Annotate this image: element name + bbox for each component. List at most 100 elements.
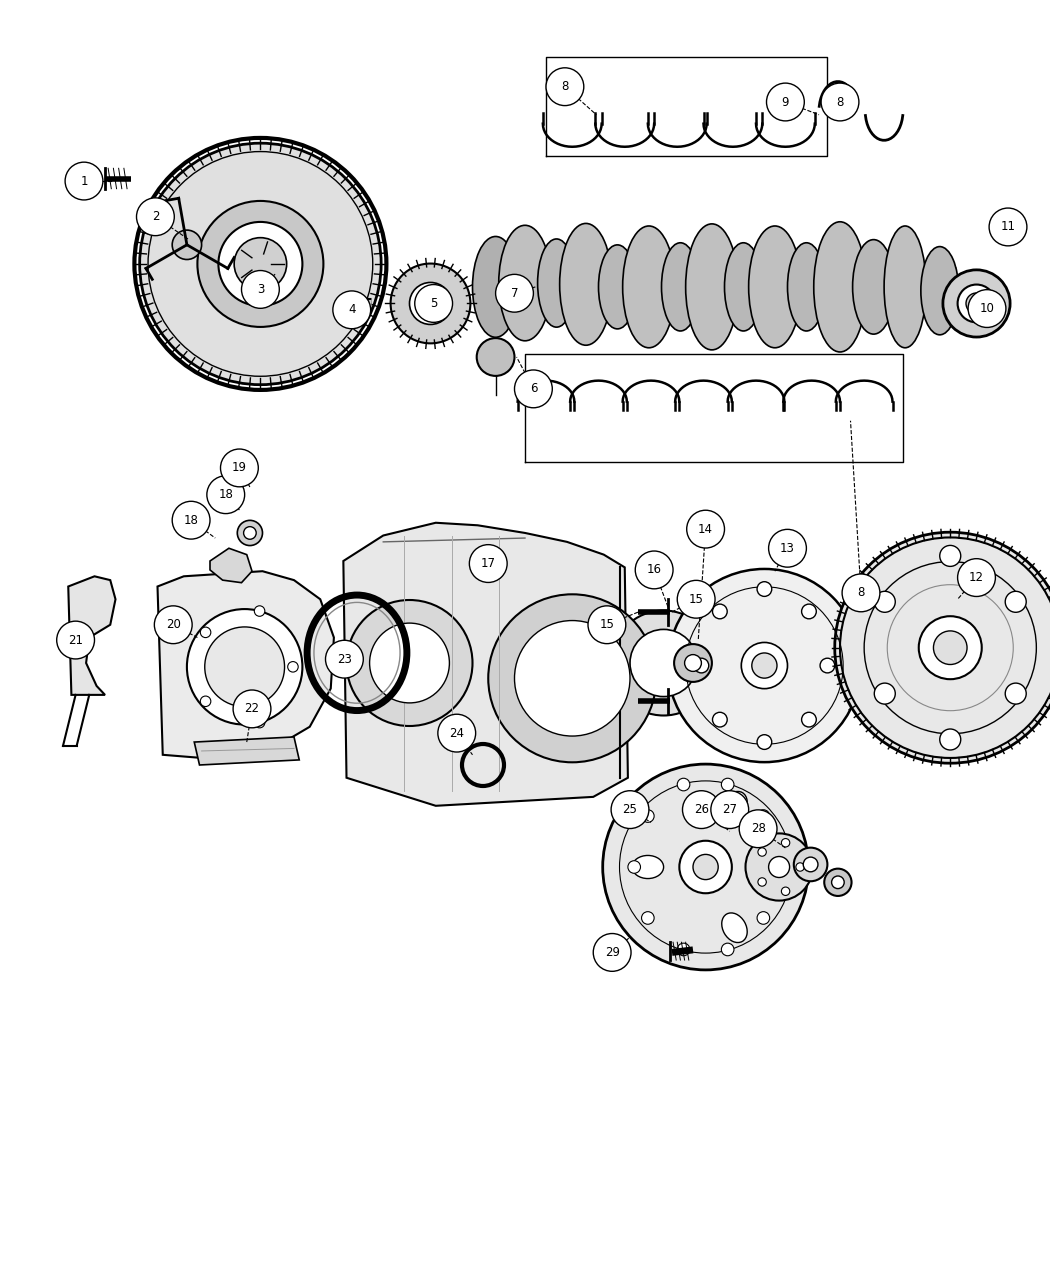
Text: 19: 19 bbox=[232, 462, 247, 474]
Ellipse shape bbox=[749, 226, 801, 348]
Circle shape bbox=[218, 222, 302, 306]
Circle shape bbox=[682, 790, 720, 829]
Ellipse shape bbox=[623, 226, 675, 348]
Circle shape bbox=[746, 834, 813, 900]
Circle shape bbox=[514, 621, 630, 736]
Text: 23: 23 bbox=[337, 653, 352, 666]
Circle shape bbox=[242, 270, 279, 309]
Circle shape bbox=[57, 621, 94, 659]
Circle shape bbox=[438, 714, 476, 752]
Text: 15: 15 bbox=[689, 593, 704, 606]
Circle shape bbox=[346, 601, 472, 725]
Circle shape bbox=[781, 839, 790, 847]
Circle shape bbox=[940, 546, 961, 566]
Circle shape bbox=[187, 609, 302, 724]
Circle shape bbox=[593, 933, 631, 972]
Circle shape bbox=[1001, 219, 1015, 235]
Circle shape bbox=[769, 529, 806, 567]
Circle shape bbox=[333, 291, 371, 329]
Circle shape bbox=[420, 293, 441, 314]
Circle shape bbox=[958, 284, 995, 323]
Circle shape bbox=[197, 201, 323, 326]
Circle shape bbox=[136, 198, 174, 236]
Text: 3: 3 bbox=[256, 283, 265, 296]
Text: 9: 9 bbox=[781, 96, 790, 108]
Circle shape bbox=[757, 912, 770, 924]
Text: 5: 5 bbox=[429, 297, 438, 310]
Circle shape bbox=[233, 690, 271, 728]
Circle shape bbox=[835, 532, 1050, 764]
Circle shape bbox=[391, 264, 470, 343]
Circle shape bbox=[65, 162, 103, 200]
Circle shape bbox=[721, 778, 734, 790]
Circle shape bbox=[752, 653, 777, 678]
Circle shape bbox=[687, 510, 724, 548]
Circle shape bbox=[832, 876, 844, 889]
Circle shape bbox=[842, 574, 880, 612]
Circle shape bbox=[741, 643, 788, 689]
Circle shape bbox=[630, 630, 697, 696]
Circle shape bbox=[514, 370, 552, 408]
Circle shape bbox=[603, 764, 808, 970]
Text: 18: 18 bbox=[218, 488, 233, 501]
Circle shape bbox=[207, 476, 245, 514]
Circle shape bbox=[496, 274, 533, 312]
Text: 20: 20 bbox=[166, 618, 181, 631]
Circle shape bbox=[201, 627, 211, 638]
Circle shape bbox=[693, 854, 718, 880]
Circle shape bbox=[769, 857, 790, 877]
Text: 16: 16 bbox=[647, 564, 662, 576]
Text: 22: 22 bbox=[245, 703, 259, 715]
Circle shape bbox=[477, 338, 514, 376]
Circle shape bbox=[677, 944, 690, 956]
Circle shape bbox=[172, 230, 202, 260]
Text: 18: 18 bbox=[184, 514, 198, 527]
Text: 7: 7 bbox=[510, 287, 519, 300]
Text: 29: 29 bbox=[605, 946, 620, 959]
Text: 13: 13 bbox=[780, 542, 795, 555]
Ellipse shape bbox=[721, 792, 748, 821]
Circle shape bbox=[821, 83, 859, 121]
Text: 25: 25 bbox=[623, 803, 637, 816]
Circle shape bbox=[370, 623, 449, 703]
Circle shape bbox=[488, 594, 656, 762]
Ellipse shape bbox=[499, 226, 551, 340]
Text: 15: 15 bbox=[600, 618, 614, 631]
Circle shape bbox=[244, 527, 256, 539]
Circle shape bbox=[1005, 592, 1026, 612]
Circle shape bbox=[611, 611, 716, 715]
Text: 1: 1 bbox=[80, 175, 88, 187]
Ellipse shape bbox=[472, 236, 519, 338]
Circle shape bbox=[415, 284, 453, 323]
Circle shape bbox=[685, 654, 701, 672]
Circle shape bbox=[410, 283, 452, 324]
Circle shape bbox=[254, 718, 265, 728]
Ellipse shape bbox=[686, 224, 738, 349]
Ellipse shape bbox=[814, 222, 866, 352]
Circle shape bbox=[288, 662, 298, 672]
Text: 8: 8 bbox=[561, 80, 569, 93]
Circle shape bbox=[588, 606, 626, 644]
Circle shape bbox=[642, 810, 654, 822]
Circle shape bbox=[820, 658, 835, 673]
Circle shape bbox=[766, 83, 804, 121]
Circle shape bbox=[677, 778, 690, 790]
Text: 2: 2 bbox=[151, 210, 160, 223]
Circle shape bbox=[757, 734, 772, 750]
Circle shape bbox=[757, 810, 770, 822]
Circle shape bbox=[713, 604, 728, 618]
Circle shape bbox=[966, 293, 987, 314]
Text: 10: 10 bbox=[980, 302, 994, 315]
Circle shape bbox=[677, 580, 715, 618]
Circle shape bbox=[993, 212, 1023, 242]
Text: 6: 6 bbox=[529, 382, 538, 395]
Circle shape bbox=[220, 449, 258, 487]
Circle shape bbox=[154, 606, 192, 644]
Circle shape bbox=[628, 861, 640, 873]
Text: 8: 8 bbox=[857, 586, 865, 599]
Text: 14: 14 bbox=[698, 523, 713, 536]
Text: 8: 8 bbox=[836, 96, 844, 108]
Circle shape bbox=[794, 848, 827, 881]
Ellipse shape bbox=[662, 242, 699, 332]
Circle shape bbox=[674, 644, 712, 682]
